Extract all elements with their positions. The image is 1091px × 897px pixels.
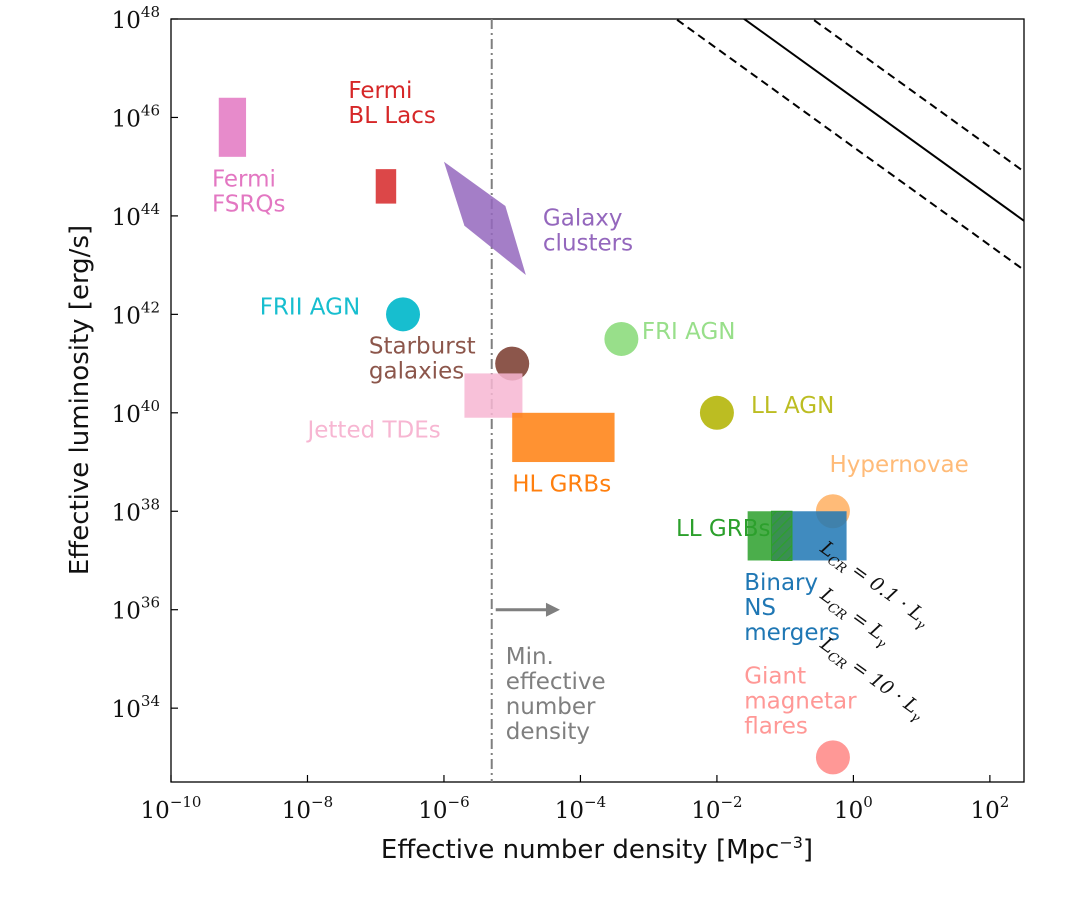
y-tick-label: 1042	[112, 298, 160, 329]
hl-grbs-rect	[512, 412, 615, 463]
x-tick-label: 10−6	[418, 793, 469, 824]
starburst-galaxies-marker	[495, 346, 530, 381]
jetted-tdes-rect	[464, 373, 523, 418]
fermi-bl-lacs-rect	[375, 169, 397, 204]
ll-agn-label: LL AGN	[751, 393, 834, 419]
min-density-label: Min. effective number density	[506, 644, 606, 745]
galaxy-clusters-region	[443, 161, 526, 275]
source-marks	[218, 97, 850, 775]
min-density-arrow-head	[545, 602, 560, 617]
reference-line	[674, 19, 1024, 271]
y-tick-label: 1046	[112, 101, 160, 132]
y-tick-label: 1044	[112, 200, 160, 231]
x-axis-label: Effective number density [Mpc−3]	[381, 833, 813, 865]
ll-agn-marker	[699, 395, 734, 430]
x-axis-ticks: 10−10 10−8 10−6 10−4 10−2 100 102	[141, 775, 1009, 824]
ll-grbs-label: LL GRBs	[676, 516, 771, 542]
giant-magnetar-flares-label: Giant magnetar flares	[744, 664, 857, 740]
y-tick-label: 1034	[112, 692, 160, 723]
x-tick-label: 10−4	[555, 793, 606, 824]
x-tick-label: 102	[970, 793, 1009, 824]
y-tick-label: 1040	[112, 397, 160, 428]
galaxy-clusters-label: Galaxy clusters	[543, 206, 633, 257]
x-tick-label: 100	[834, 793, 873, 824]
binary-ns-mergers-label: Binary NS mergers	[744, 570, 840, 646]
hypernovae-label: Hypernovae	[830, 452, 969, 478]
fri-agn-marker	[604, 321, 639, 356]
fermi-bl-lacs-label: Fermi BL Lacs	[348, 78, 435, 129]
overlap-hatch	[771, 510, 793, 561]
fri-agn-label: FRI AGN	[642, 319, 736, 345]
y-axis-ticks: 1034 1036 1038 1040 1042 1044 1046 1048	[112, 3, 178, 723]
frii-agn-marker	[386, 297, 421, 332]
source-labels: Fermi FSRQs Fermi BL Lacs Galaxy clusters FRII…	[212, 78, 969, 745]
giant-magnetar-flares-marker	[815, 740, 850, 775]
frii-agn-label: FRII AGN	[260, 294, 360, 320]
reference-lines	[674, 19, 1024, 271]
y-tick-label: 1048	[112, 3, 160, 34]
fermi-fsrqs-label: Fermi FSRQs	[212, 166, 286, 217]
y-axis-label: Effective luminosity [erg/s]	[65, 225, 95, 575]
x-tick-label: 10−10	[141, 793, 202, 824]
hl-grbs-label: HL GRBs	[512, 472, 611, 498]
plot-frame	[170, 18, 1025, 783]
y-tick-label: 1036	[112, 594, 160, 625]
reference-line	[742, 19, 1024, 222]
jetted-tdes-label: Jetted TDEs	[305, 417, 440, 443]
fermi-fsrqs-rect	[218, 97, 247, 157]
reference-line	[810, 19, 1024, 173]
y-tick-label: 1038	[112, 495, 160, 526]
x-tick-label: 10−8	[282, 793, 333, 824]
x-tick-label: 10−2	[691, 793, 742, 824]
starburst-galaxies-label: Starburst galaxies	[369, 334, 476, 385]
